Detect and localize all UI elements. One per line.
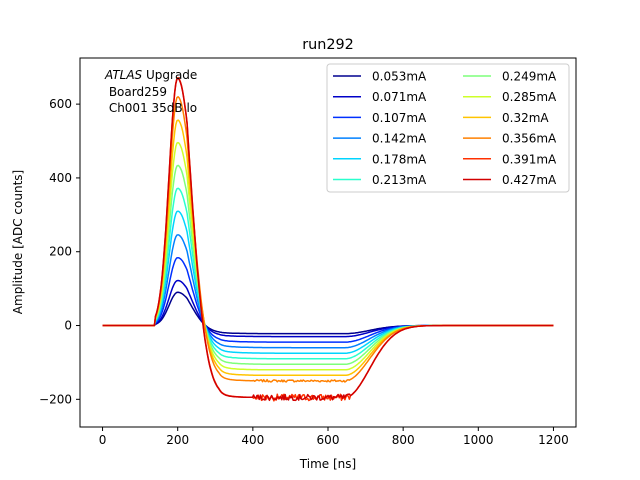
y-axis: −200 0 200 400 600 — [39, 97, 80, 406]
legend-label: 0.249mA — [502, 70, 557, 84]
y-tick-label: 0 — [64, 319, 72, 333]
legend-label: 0.178mA — [372, 152, 427, 166]
y-tick-label: 400 — [49, 171, 72, 185]
x-tick-label: 600 — [317, 433, 340, 447]
legend: 0.053mA 0.071mA 0.107mA 0.142mA 0.178mA 0.213… — [326, 63, 570, 193]
legend-label: 0.427mA — [502, 173, 557, 187]
chart-title: run292 — [302, 37, 354, 53]
legend-label: 0.32mA — [502, 111, 549, 125]
series-layer — [102, 76, 554, 402]
annotation-line1: ATLAS Upgrade — [104, 68, 197, 82]
upgrade-label: Upgrade — [142, 68, 197, 82]
y-tick-label: 600 — [49, 97, 72, 111]
legend-label: 0.213mA — [372, 173, 427, 187]
x-tick-label: 1200 — [538, 433, 569, 447]
legend-box — [326, 63, 570, 193]
legend-label: 0.285mA — [502, 90, 557, 104]
annotation-line3: Ch001 35dB lo — [105, 101, 197, 115]
atlas-label: ATLAS — [104, 68, 143, 82]
legend-label: 0.107mA — [372, 111, 427, 125]
legend-label: 0.391mA — [502, 152, 557, 166]
series-line — [102, 77, 554, 402]
y-tick-label: −200 — [39, 392, 72, 406]
y-axis-label: Amplitude [ADC counts] — [11, 170, 25, 314]
legend-label: 0.053mA — [372, 70, 427, 84]
y-tick-label: 200 — [49, 245, 72, 259]
x-tick-label: 400 — [241, 433, 264, 447]
legend-label: 0.071mA — [372, 90, 427, 104]
legend-label: 0.142mA — [372, 132, 427, 146]
x-tick-label: 200 — [166, 433, 189, 447]
x-axis: 0 200 400 600 800 1000 1200 — [99, 427, 569, 447]
legend-label: 0.356mA — [502, 132, 557, 146]
annotation-line2: Board259 — [105, 85, 167, 99]
x-tick-label: 0 — [99, 433, 107, 447]
x-axis-label: Time [ns] — [299, 457, 356, 471]
x-tick-label: 1000 — [463, 433, 494, 447]
x-tick-label: 800 — [392, 433, 415, 447]
